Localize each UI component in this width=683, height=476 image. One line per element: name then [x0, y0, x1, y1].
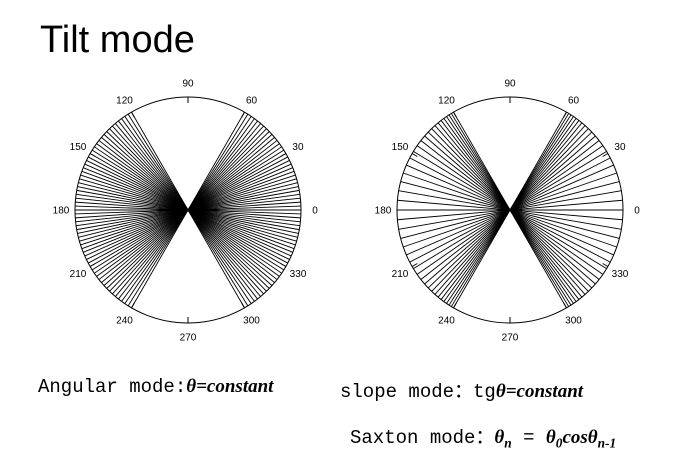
- polar-tick-label: 240: [438, 315, 455, 326]
- polar-tick-label: 270: [180, 333, 197, 344]
- polar-tick: [602, 263, 609, 267]
- polar-tick-label: 90: [182, 79, 194, 90]
- polar-tick-label: 120: [438, 96, 455, 107]
- polar-tick: [411, 263, 418, 267]
- saxton-equals: =: [511, 427, 546, 449]
- saxton-cos-theta: cosθ: [562, 427, 598, 448]
- saxton-theta-0: θ: [545, 427, 556, 448]
- polar-tick-label: 210: [70, 269, 87, 280]
- polar-plots: 0 30 60 90 120 150 180 210 240 270 300 330 0 30 60 90 1…: [53, 79, 641, 344]
- polar-tick-label: 0: [634, 206, 640, 217]
- polar-tick-label: 120: [116, 96, 133, 107]
- slope-mode-formula: θ=constant: [495, 381, 584, 402]
- slope-mode-polar-plot: 0 30 60 90 120 150 180 210 240 270 300 330: [375, 79, 641, 344]
- saxton-sub-n-1: n-1: [597, 435, 617, 451]
- polar-tick-label: 60: [568, 96, 580, 107]
- polar-tick-label: 150: [392, 142, 409, 153]
- polar-tick: [602, 153, 609, 157]
- polar-tick-label: 180: [53, 206, 70, 217]
- polar-tick: [411, 153, 418, 157]
- tilt-ray: [131, 111, 245, 309]
- tilt-ray: [453, 111, 567, 309]
- polar-tick-label: 60: [246, 96, 258, 107]
- angular-mode-caption: Angular mode:θ=constant: [38, 376, 273, 398]
- angular-mode-formula: θ=constant: [186, 376, 274, 397]
- saxton-sub-0: 0: [555, 435, 563, 451]
- polar-tick-label: 330: [290, 269, 307, 280]
- slope-mode-label: slope mode：tg: [340, 381, 496, 403]
- polar-tick-label: 30: [614, 142, 626, 153]
- polar-tick-label: 270: [502, 333, 519, 344]
- polar-tick-label: 0: [312, 206, 318, 217]
- polar-tick-label: 330: [612, 269, 629, 280]
- angular-mode-label: Angular mode:: [38, 376, 187, 398]
- saxton-theta-n: θ: [494, 427, 505, 448]
- polar-tick-label: 30: [292, 142, 304, 153]
- saxton-sub-n: n: [504, 435, 512, 451]
- angular-mode-polar-plot: 0 30 60 90 120 150 180 210 240 270 300 330: [53, 79, 319, 344]
- polar-tick-label: 150: [70, 142, 87, 153]
- slope-mode-caption: slope mode：tgθ=constant: [340, 376, 583, 403]
- polar-tick-label: 240: [116, 315, 133, 326]
- saxton-mode-caption: Saxton mode：θn = θ0cosθn-1: [350, 422, 616, 452]
- polar-tick-label: 300: [565, 315, 582, 326]
- polar-tick-label: 180: [375, 206, 392, 217]
- saxton-mode-label: Saxton mode：: [350, 427, 495, 449]
- slide-title: Tilt mode: [40, 19, 195, 61]
- polar-tick-label: 210: [392, 269, 409, 280]
- polar-tick-label: 90: [504, 79, 516, 90]
- polar-tick-label: 300: [243, 315, 260, 326]
